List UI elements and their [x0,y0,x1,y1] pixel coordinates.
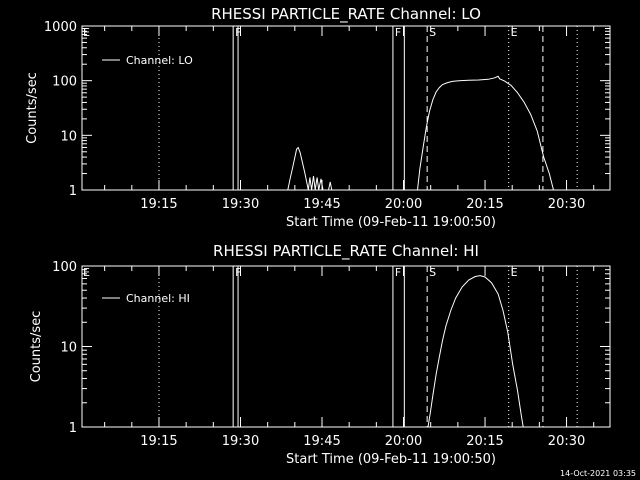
y-axis-label-lo: Counts/sec [25,72,40,144]
marker-label: S [429,26,436,39]
marker-label: S [429,266,436,279]
y-tick-label: 1 [69,184,77,199]
generated-timestamp: 14-Oct-2021 03:35 [560,469,636,478]
x-tick-label: 20:00 [385,434,422,449]
x-tick-label: 19:30 [222,197,259,212]
y-tick-label: 10 [60,341,77,356]
marker-label: E [511,26,518,39]
y-tick-label: 100 [52,260,77,275]
plot-frame-lo [81,25,611,191]
chart-title-lo: RHESSI PARTICLE_RATE Channel: LO [211,5,481,24]
legend-label-lo: Channel: LO [126,54,193,67]
chart-title-hi: RHESSI PARTICLE_RATE Channel: HI [213,242,479,261]
y-tick-label: 1 [69,421,77,436]
y-tick-label: 10 [60,129,77,144]
series-line-hi [427,275,524,428]
x-tick-label: 19:45 [303,197,340,212]
x-tick-label: 19:15 [140,434,177,449]
x-tick-label: 20:15 [466,434,503,449]
corner-marker-label: E [83,26,90,39]
x-tick-label: 20:00 [385,197,422,212]
legend-label-hi: Channel: HI [126,292,190,305]
x-tick-label: 19:15 [140,197,177,212]
x-tick-label: 19:30 [222,434,259,449]
series-line-lo [287,75,554,191]
x-tick-label: 20:30 [548,434,585,449]
y-tick-label: 1000 [44,20,77,35]
marker-label: F [395,26,401,39]
y-axis-label-hi: Counts/sec [29,311,44,383]
plot-frame-hi [81,265,611,428]
x-tick-label: 20:30 [548,197,585,212]
x-tick-label: 19:45 [303,434,340,449]
marker-label: E [511,266,518,279]
x-axis-label-lo: Start Time (09-Feb-11 19:00:50) [286,215,496,230]
marker-label: F [395,266,401,279]
y-tick-label: 100 [52,75,77,90]
x-axis-label-hi: Start Time (09-Feb-11 19:00:50) [286,452,496,467]
corner-marker-label: E [83,266,90,279]
x-tick-label: 20:15 [466,197,503,212]
